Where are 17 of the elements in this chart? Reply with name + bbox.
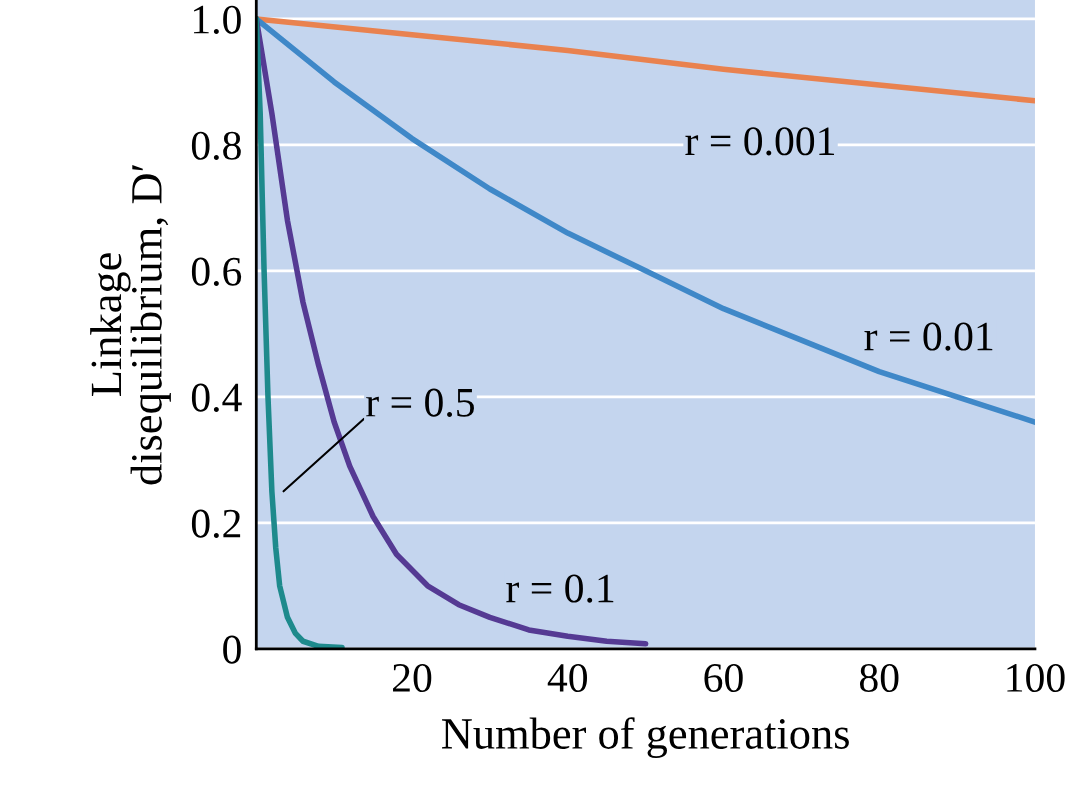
- text: r = 0.5: [366, 388, 474, 417]
- series-label: r = 0.001: [685, 127, 835, 156]
- y-tick-label: 0.4: [191, 383, 242, 412]
- series-label: r = 0.1: [506, 574, 614, 603]
- x-tick-label: 40: [547, 663, 588, 693]
- y-axis-title: Linkage disequilibrium, D′: [90, 164, 171, 485]
- x-axis-title: Number of generations: [442, 717, 849, 759]
- x-tick-label: 60: [704, 663, 743, 693]
- x-tick-label: 20: [393, 663, 432, 693]
- x-tick-label: 100: [1007, 663, 1065, 693]
- y-tick-label: 0: [223, 635, 241, 664]
- y-tick-label: 0.6: [191, 257, 242, 286]
- series-label: r = 0.01: [864, 322, 993, 351]
- x-tick-label: 80: [859, 663, 899, 693]
- y-tick-label: 0.8: [191, 131, 241, 160]
- y-tick-label: 0.2: [191, 509, 241, 538]
- y-tick-label: 1.0: [193, 5, 241, 34]
